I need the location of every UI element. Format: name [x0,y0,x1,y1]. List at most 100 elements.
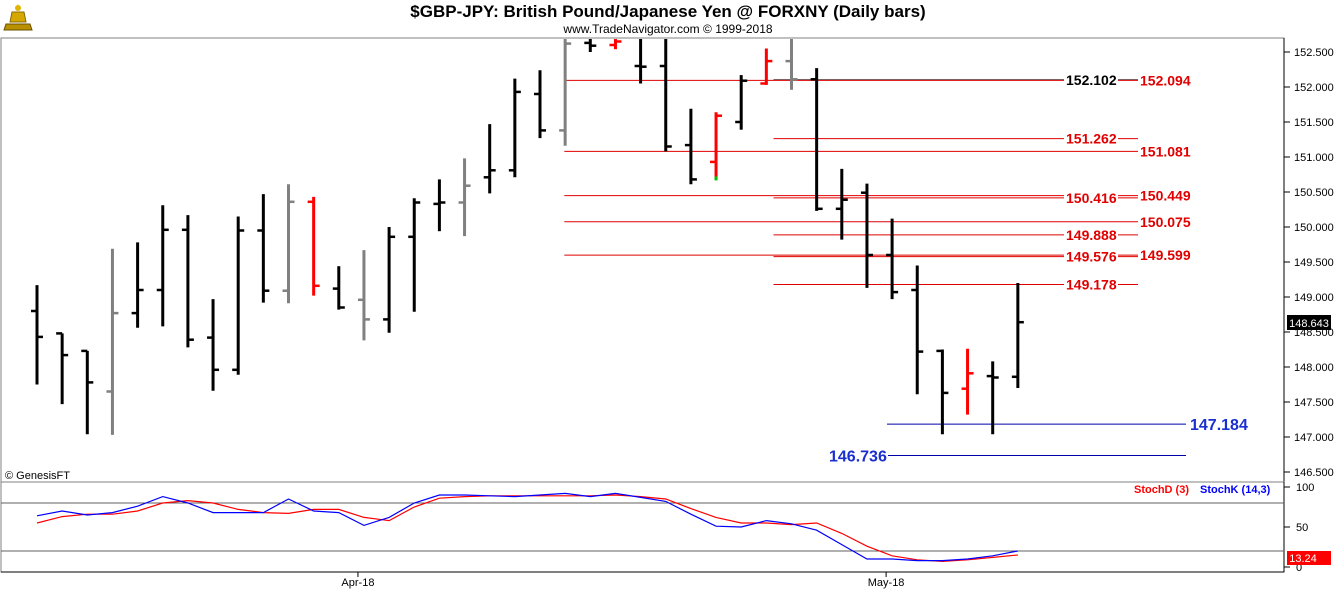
ohlc-bar [785,39,798,90]
ohlc-bar [81,349,94,435]
level-label-bg [1138,72,1192,88]
price-level-label: 149.599 [1140,247,1191,263]
stoch-last-label: 13.24 [1289,553,1317,565]
price-y-axis: 152.500 152.000 151.500 151.000 150.500 150.0… [1284,47,1334,479]
legend-stochd: StochD (3) [1134,484,1189,496]
copyright-text: www.TradeNavigator.com © 1999-2018 [562,22,772,36]
ohlc-bar [835,168,848,240]
price-tick-label: 149.500 [1294,257,1334,269]
ohlc-bar [332,266,345,310]
price-level-label: 150.416 [1066,190,1117,206]
ohlc-bar [458,158,471,237]
ohlc-bar [257,194,270,303]
date-tick-label: Apr-18 [341,577,374,589]
ohlc-bar [307,196,320,296]
date-tick-label: May-18 [868,577,905,589]
stoch-tick-label: 100 [1296,482,1314,494]
ohlc-bar [735,75,748,130]
ohlc-bar [534,70,546,139]
price-tick-label: 151.500 [1294,117,1334,129]
ohlc-bar [559,39,572,146]
price-axis [1284,38,1336,482]
ohlc-bar [282,184,295,304]
ohlc-bar [609,39,622,50]
price-tick-label: 146.500 [1294,467,1334,479]
level-label-bg [1138,187,1192,203]
level-label-bg [1064,276,1118,292]
ohlc-bar [684,108,697,185]
stochastic-y-axis: 100 50 0 [1284,482,1314,574]
last-price-label: 148.643 [1289,318,1329,330]
ohlc-bar [986,361,999,435]
level-label-bg [1064,130,1118,146]
ohlc-bar [634,39,647,84]
level-label-bg [1064,71,1118,87]
price-levels: 152.102 152.094 151.262 151.081 150.416 150.4… [564,71,1248,465]
ohlc-bar [156,205,169,327]
last-price-tag [1287,315,1331,330]
price-tick-label: 147.000 [1294,432,1334,444]
ohlc-bar [131,242,144,328]
ohlc-bar [207,299,220,391]
ohlc-bar [181,215,194,348]
level-label-bg [1138,247,1192,263]
source-label: © GenesisFT [5,470,70,482]
ohlc-bar [408,198,421,312]
price-tick-label: 147.500 [1294,397,1334,409]
ohlc-bar [710,112,723,180]
price-level-label: 149.888 [1066,227,1117,243]
ohlc-bar [810,68,823,211]
ohlc-bar [232,216,245,375]
legend-stochk: StochK (14,3) [1200,484,1271,496]
level-label-bg [1138,213,1192,229]
level-label-bg [1138,143,1192,159]
ohlc-bar [860,183,873,288]
price-level-label: 152.094 [1140,72,1191,88]
ohlc-bar [911,265,924,395]
ohlc-bar [508,78,521,178]
support-label: 146.736 [829,448,887,465]
level-label-bg [1064,226,1118,242]
ohlc-bar [31,285,43,385]
price-level-label: 150.449 [1140,188,1191,204]
gold-trader-figure-icon[interactable] [3,2,33,32]
level-label-bg [1064,189,1118,205]
ohlc-bar [483,124,496,194]
price-level-label: 151.262 [1066,131,1117,147]
level-label-bg [1064,248,1118,264]
stochastic-lines [1,492,1284,563]
ohlc-bar [659,39,672,152]
stoch-tick-label: 50 [1296,522,1308,534]
stoch-last-tag [1287,551,1331,565]
ohlc-bar [56,332,69,405]
ohlc-bar [357,250,370,341]
price-level-label: 149.178 [1066,277,1117,293]
signal-marker [714,176,718,181]
ohlc-bar [1011,283,1024,388]
price-tick-label: 150.000 [1294,222,1334,234]
price-tick-label: 148.000 [1294,362,1334,374]
price-level-label: 151.081 [1140,143,1191,159]
ohlc-bar [936,349,949,435]
ohlc-bar [383,227,396,333]
price-tick-label: 150.500 [1294,187,1334,199]
chart-title: $GBP-JPY: British Pound/Japanese Yen @ F… [410,2,926,21]
support-label: 147.184 [1190,417,1248,434]
price-tick-label: 151.000 [1294,152,1334,164]
ohlc-bar [433,179,446,232]
ohlc-bar [886,218,899,300]
price-tick-label: 152.500 [1294,47,1334,59]
price-tick-label: 152.000 [1294,82,1334,94]
price-level-label: 149.576 [1066,249,1117,265]
ohlc-bar [584,39,597,52]
ohlc-bar [760,48,773,85]
date-axis: Apr-18 May-18 [1,571,1284,589]
stoch-series-line [36,492,1018,562]
price-level-label: 152.102 [1066,72,1117,88]
stochastic-panel-frame [0,481,1285,573]
price-level-label: 150.075 [1140,214,1191,230]
ohlc-bar [961,348,974,415]
stoch-tick-label: 0 [1296,562,1302,574]
price-tick-label: 149.000 [1294,292,1334,304]
